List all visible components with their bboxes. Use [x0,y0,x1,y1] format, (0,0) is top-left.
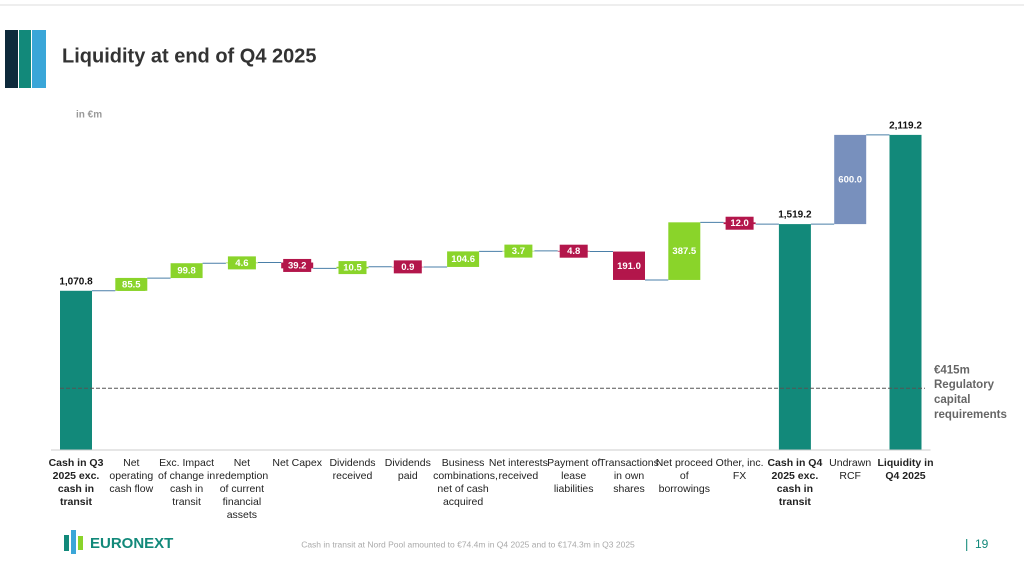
x-tick-label: Dividends received [329,457,376,482]
header-block [5,30,18,88]
footnote: Cash in transit at Nord Pool amounted to… [301,539,635,549]
value-label: 85.5 [122,279,141,290]
value-label: 1,070.8 [59,276,93,287]
header-block [19,30,31,88]
value-label: 12.0 [730,218,749,229]
value-label: 39.2 [288,260,307,271]
label-bg [836,172,865,186]
label-bg [172,264,201,278]
chart-title: Liquidity at end of Q4 2025 [62,45,317,67]
label-bg [338,261,367,275]
x-tick-label: Transactions in own shares [599,457,659,495]
x-tick-label: Net proceed of borrowings [655,457,713,495]
label-bg [227,256,256,270]
bar [778,224,811,450]
logo-text: EURONEXT [90,535,173,552]
label-bg [504,244,533,258]
x-tick-label: Undrawn RCF [829,457,872,482]
separator: | [965,536,968,551]
value-label: 191.0 [617,261,641,272]
x-tick-label: Cash in Q3 2025 exc. cash in transit [48,457,104,508]
x-tick-label: Net interests received [488,457,548,482]
label-bg [449,252,478,266]
value-label: 387.5 [672,246,696,257]
x-tick-label: Liquidity in Q4 2025 [877,457,934,482]
value-label: 10.5 [343,263,362,274]
header-block [32,30,46,88]
label-bg [559,244,588,258]
value-label: 0.9 [401,262,414,273]
value-label: 3.7 [512,246,525,257]
reference-value: €415m [934,364,970,376]
unit-label: in €m [76,110,102,121]
value-label: 600.0 [838,175,862,186]
x-tick-label: Net operating cash flow [109,457,154,495]
value-label: 4.6 [235,258,248,269]
value-label: 99.8 [177,266,196,277]
page-number: 19 [975,537,989,551]
label-bg [393,260,422,274]
label-bg [670,244,699,258]
label-bg [615,259,643,273]
bar [60,290,92,450]
x-tick-label: Cash in Q4 2025 exc. cash in transit [767,457,823,508]
label-bg [725,216,754,230]
x-tick-label: Net redemption of current financial asse… [215,457,269,521]
x-tick-label: Payment of lease liabilities [547,457,601,495]
value-label: 2,119.2 [889,121,922,132]
value-label: 1,519.2 [778,210,812,221]
label-bg [117,277,146,291]
value-label: 4.8 [567,246,580,257]
x-tick-label: Other, inc. FX [715,457,764,482]
value-label: 104.6 [451,254,475,265]
x-tick-label: Net Capex [272,457,322,469]
bar [889,134,922,451]
x-tick-label: Business combinations, net of cash acqui… [433,457,498,508]
logo-icon [64,530,83,554]
x-tick-label: Exc. Impact of change in cash in transit [157,457,216,508]
label-bg [283,258,312,272]
x-tick-label: Dividends paid [384,457,431,482]
reference-text: Regulatory capital requirements [934,379,1007,422]
